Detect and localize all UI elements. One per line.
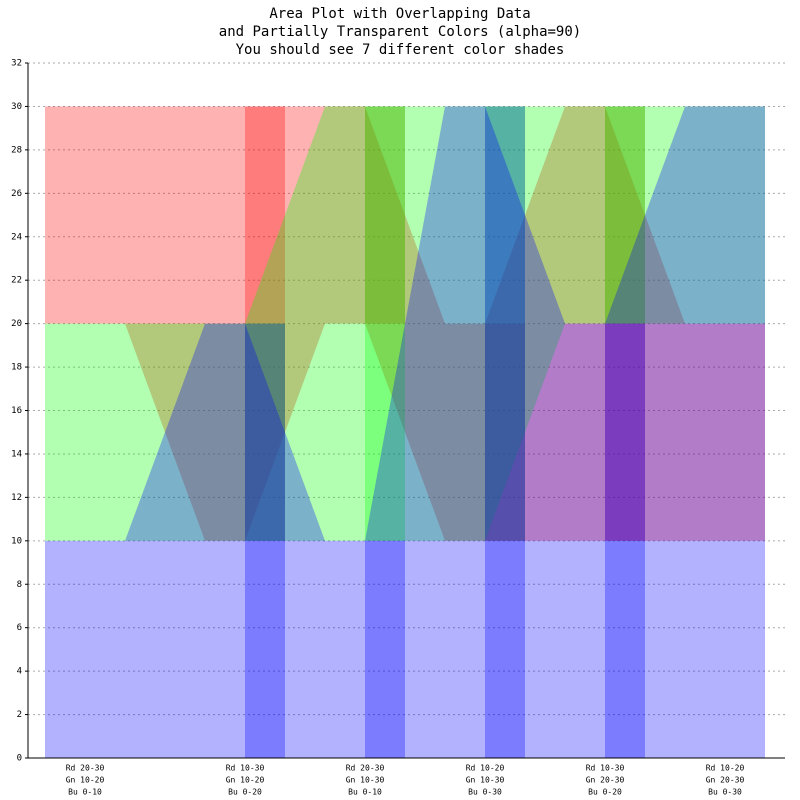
y-tick-label: 18 <box>11 363 22 373</box>
x-tick-label: Gn 10-30 <box>346 776 385 785</box>
y-tick-label: 24 <box>11 232 22 242</box>
chart-title: You should see 7 different color shades <box>236 42 565 58</box>
range-transition <box>365 106 445 758</box>
chart-title: and Partially Transparent Colors (alpha=… <box>219 24 581 40</box>
range-transition <box>605 106 685 324</box>
x-tick-label: Rd 10-20 <box>466 764 505 773</box>
range-band <box>445 106 525 541</box>
x-tick-label: Rd 20-30 <box>66 764 105 773</box>
range-band <box>565 323 645 758</box>
range-band <box>45 323 125 541</box>
y-tick-label: 6 <box>17 623 22 633</box>
x-tick-label: Rd 20-30 <box>346 764 385 773</box>
range-band <box>325 540 405 758</box>
range-transition <box>365 106 445 541</box>
range-band <box>205 323 285 758</box>
range-band <box>565 106 645 324</box>
y-tick-label: 32 <box>11 59 22 69</box>
range-band <box>45 106 125 324</box>
y-tick-label: 22 <box>11 276 22 286</box>
x-tick-label: Gn 10-20 <box>226 776 265 785</box>
range-band <box>205 106 285 541</box>
range-transition <box>245 106 325 541</box>
y-tick-label: 4 <box>17 667 22 677</box>
x-tick-label: Bu 0-10 <box>68 788 102 797</box>
y-tick-label: 20 <box>11 319 22 329</box>
x-tick-label: Gn 20-30 <box>706 776 745 785</box>
range-band <box>685 323 765 541</box>
y-tick-label: 16 <box>11 406 22 416</box>
range-transition <box>245 106 325 541</box>
range-band <box>325 106 405 541</box>
chart-title: Area Plot with Overlapping Data <box>269 6 530 22</box>
x-tick-label: Gn 20-30 <box>586 776 625 785</box>
y-tick-label: 30 <box>11 102 22 112</box>
range-transition <box>605 106 685 541</box>
range-band <box>445 106 525 758</box>
y-tick-label: 2 <box>17 710 22 720</box>
y-tick-label: 28 <box>11 145 22 155</box>
range-band <box>325 106 405 324</box>
x-tick-label: Bu 0-30 <box>708 788 742 797</box>
x-tick-label: Gn 10-20 <box>66 776 105 785</box>
range-band <box>45 540 125 758</box>
x-tick-label: Rd 10-30 <box>226 764 265 773</box>
y-tick-label: 14 <box>11 449 22 459</box>
y-tick-label: 10 <box>11 536 22 546</box>
range-band <box>685 106 765 758</box>
x-tick-label: Gn 10-30 <box>466 776 505 785</box>
y-tick-label: 12 <box>11 493 22 503</box>
range-band <box>205 323 285 541</box>
range-transition <box>125 323 205 541</box>
x-tick-label: Bu 0-20 <box>588 788 622 797</box>
range-transition <box>125 323 205 758</box>
y-tick-label: 0 <box>17 754 22 764</box>
x-tick-label: Bu 0-10 <box>348 788 382 797</box>
range-band <box>445 323 525 541</box>
range-band <box>685 106 765 324</box>
x-tick-label: Bu 0-30 <box>468 788 502 797</box>
range-band <box>565 106 645 541</box>
y-tick-label: 8 <box>17 580 22 590</box>
x-tick-label: Bu 0-20 <box>228 788 262 797</box>
range-transition <box>365 106 445 541</box>
x-tick-label: Rd 10-30 <box>586 764 625 773</box>
range-transition <box>605 106 685 758</box>
range-transition <box>485 106 565 541</box>
range-transition <box>125 106 205 541</box>
x-tick-label: Rd 10-20 <box>706 764 745 773</box>
range-transition <box>485 106 565 758</box>
y-tick-label: 26 <box>11 189 22 199</box>
range-transition <box>485 106 565 541</box>
range-transition <box>245 323 325 758</box>
